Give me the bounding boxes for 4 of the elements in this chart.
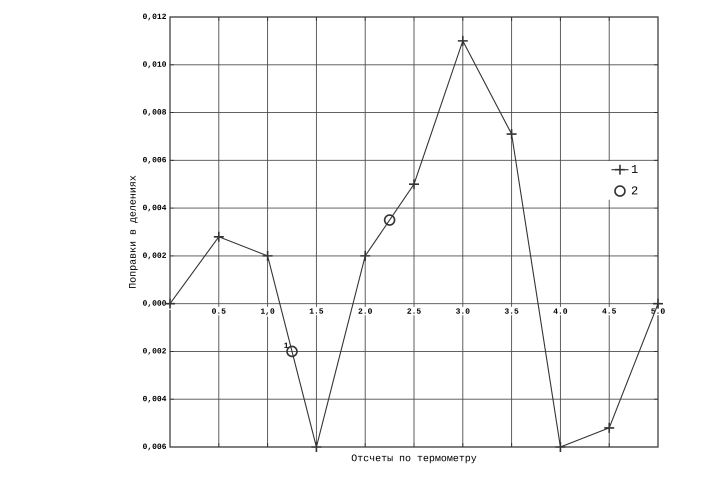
legend-label: 2: [632, 186, 638, 194]
x-axis-title: Отсчеты по термометру: [352, 454, 476, 464]
y-axis-title: Поправки в делениях: [129, 176, 138, 288]
legend-label: 1: [632, 164, 638, 173]
